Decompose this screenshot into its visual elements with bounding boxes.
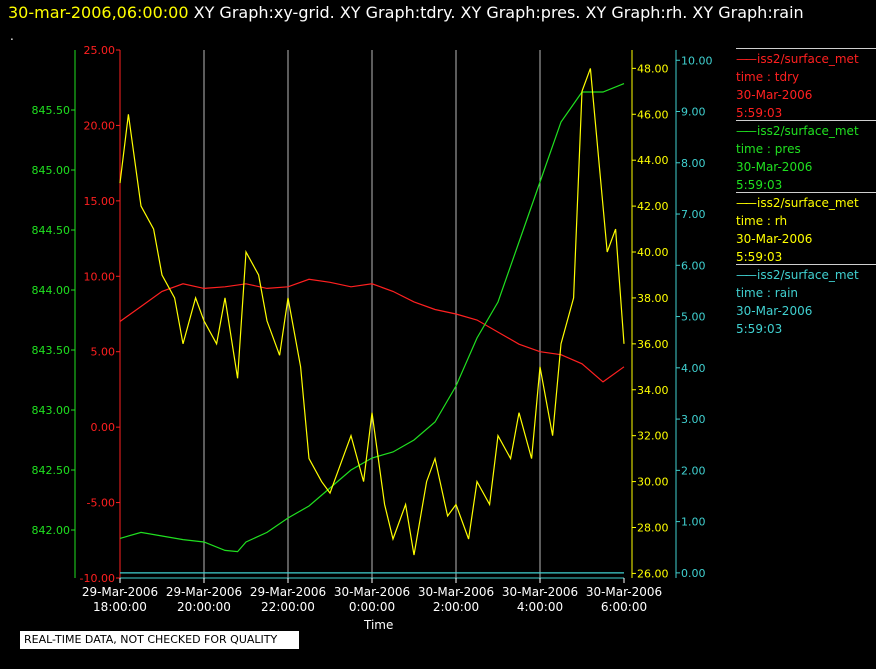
rain-tick-label: 6.00 [681, 259, 706, 272]
tdry-tick-label: 20.00 [84, 119, 116, 132]
series-rh-line [119, 68, 625, 556]
legend-name: iss2/surface_met [757, 124, 859, 138]
timestamp-label: 30-mar-2006,06:00:00 [8, 3, 189, 22]
tdry-tick-label: 10.00 [84, 270, 116, 283]
rain-tick-label: 1.00 [681, 516, 706, 529]
series-pres-line [119, 83, 625, 553]
rh-tick-label: 46.00 [637, 108, 669, 121]
rh-tick-label: 36.00 [637, 338, 669, 351]
legend-swatch: —— [736, 124, 757, 138]
rain-tick-label: 3.00 [681, 413, 706, 426]
tdry-tick-label: 25.00 [84, 44, 116, 57]
pres-tick-label: 843.00 [32, 404, 71, 417]
quality-note: REAL-TIME DATA, NOT CHECKED FOR QUALITY [20, 631, 299, 649]
pres-tick-label: 842.00 [32, 524, 71, 537]
rh-tick-label: 42.00 [637, 200, 669, 213]
rh-tick-label: 32.00 [637, 430, 669, 443]
x-tick-time: 20:00:00 [177, 600, 231, 614]
x-tick-time: 0:00:00 [349, 600, 395, 614]
pres-tick-label: 844.00 [32, 284, 71, 297]
tdry-tick-label: -10.00 [80, 572, 115, 585]
legend-name: iss2/surface_met [757, 268, 859, 282]
rh-tick-label: 26.00 [637, 567, 669, 580]
legend-swatch: —— [736, 268, 757, 282]
rh-tick-label: 48.00 [637, 62, 669, 75]
pres-tick-label: 844.50 [32, 224, 71, 237]
legend-field: time : tdry [736, 70, 800, 84]
legend-name: —— iss2/surface_met [736, 122, 876, 140]
legend-field: time : rain [736, 286, 799, 300]
marker-dot: . [10, 29, 14, 43]
legend-field: time : rh [736, 214, 788, 228]
pres-tick-label: 843.50 [32, 344, 71, 357]
rain-tick-label: 7.00 [681, 208, 706, 221]
legend-separator [736, 264, 876, 265]
tdry-tick-label: 5.00 [91, 346, 116, 359]
x-axis-title: Time [364, 618, 394, 632]
legend-date: 30-Mar-2006 [736, 304, 813, 318]
legend-separator [736, 48, 876, 49]
legend-time: 5:59:03 [736, 178, 783, 192]
series-tdry-line [119, 278, 625, 383]
x-tick-date: 30-Mar-2006 [586, 585, 662, 599]
legend-name: iss2/surface_met [757, 196, 859, 210]
legend-name: —— iss2/surface_met [736, 266, 876, 284]
rh-tick-label: 30.00 [637, 476, 669, 489]
x-tick-time: 2:00:00 [433, 600, 479, 614]
rain-tick-label: 10.00 [681, 54, 713, 67]
rain-tick-label: 8.00 [681, 157, 706, 170]
x-tick-time: 4:00:00 [517, 600, 563, 614]
legend-name: —— iss2/surface_met [736, 50, 876, 68]
x-tick-time: 6:00:00 [601, 600, 647, 614]
rh-tick-label: 28.00 [637, 521, 669, 534]
x-tick-time: 18:00:00 [93, 600, 147, 614]
rain-tick-label: 5.00 [681, 311, 706, 324]
legend-time: 5:59:03 [736, 106, 783, 120]
graph-list: XY Graph:xy-grid. XY Graph:tdry. XY Grap… [193, 3, 804, 22]
rain-tick-label: 0.00 [681, 567, 706, 580]
x-tick-date: 29-Mar-2006 [250, 585, 326, 599]
legend-field: time : pres [736, 142, 801, 156]
x-tick-time: 22:00:00 [261, 600, 315, 614]
legend-name: iss2/surface_met [757, 52, 859, 66]
pres-tick-label: 842.50 [32, 464, 71, 477]
pres-tick-label: 845.50 [32, 104, 71, 117]
x-tick-date: 30-Mar-2006 [334, 585, 410, 599]
x-tick-date: 29-Mar-2006 [82, 585, 158, 599]
rain-tick-label: 4.00 [681, 362, 706, 375]
tdry-tick-label: 0.00 [91, 421, 116, 434]
legend-date: 30-Mar-2006 [736, 88, 813, 102]
rh-tick-label: 44.00 [637, 154, 669, 167]
legend-date: 30-Mar-2006 [736, 232, 813, 246]
legend-separator [736, 192, 876, 193]
legend-time: 5:59:03 [736, 250, 783, 264]
legend-swatch: —— [736, 52, 757, 66]
rain-tick-label: 9.00 [681, 106, 706, 119]
x-tick-date: 29-Mar-2006 [166, 585, 242, 599]
rain-tick-label: 2.00 [681, 464, 706, 477]
x-tick-date: 30-Mar-2006 [418, 585, 494, 599]
legend-swatch: —— [736, 196, 757, 210]
legend-separator [736, 120, 876, 121]
rh-tick-label: 38.00 [637, 292, 669, 305]
rh-tick-label: 34.00 [637, 384, 669, 397]
tdry-tick-label: 15.00 [84, 195, 116, 208]
legend-name: —— iss2/surface_met [736, 194, 876, 212]
pres-tick-label: 845.00 [32, 164, 71, 177]
legend-time: 5:59:03 [736, 322, 783, 336]
legend-date: 30-Mar-2006 [736, 160, 813, 174]
x-tick-date: 30-Mar-2006 [502, 585, 578, 599]
tdry-tick-label: -5.00 [87, 497, 115, 510]
title-bar: 30-mar-2006,06:00:00 XY Graph:xy-grid. X… [8, 2, 804, 24]
rh-tick-label: 40.00 [637, 246, 669, 259]
